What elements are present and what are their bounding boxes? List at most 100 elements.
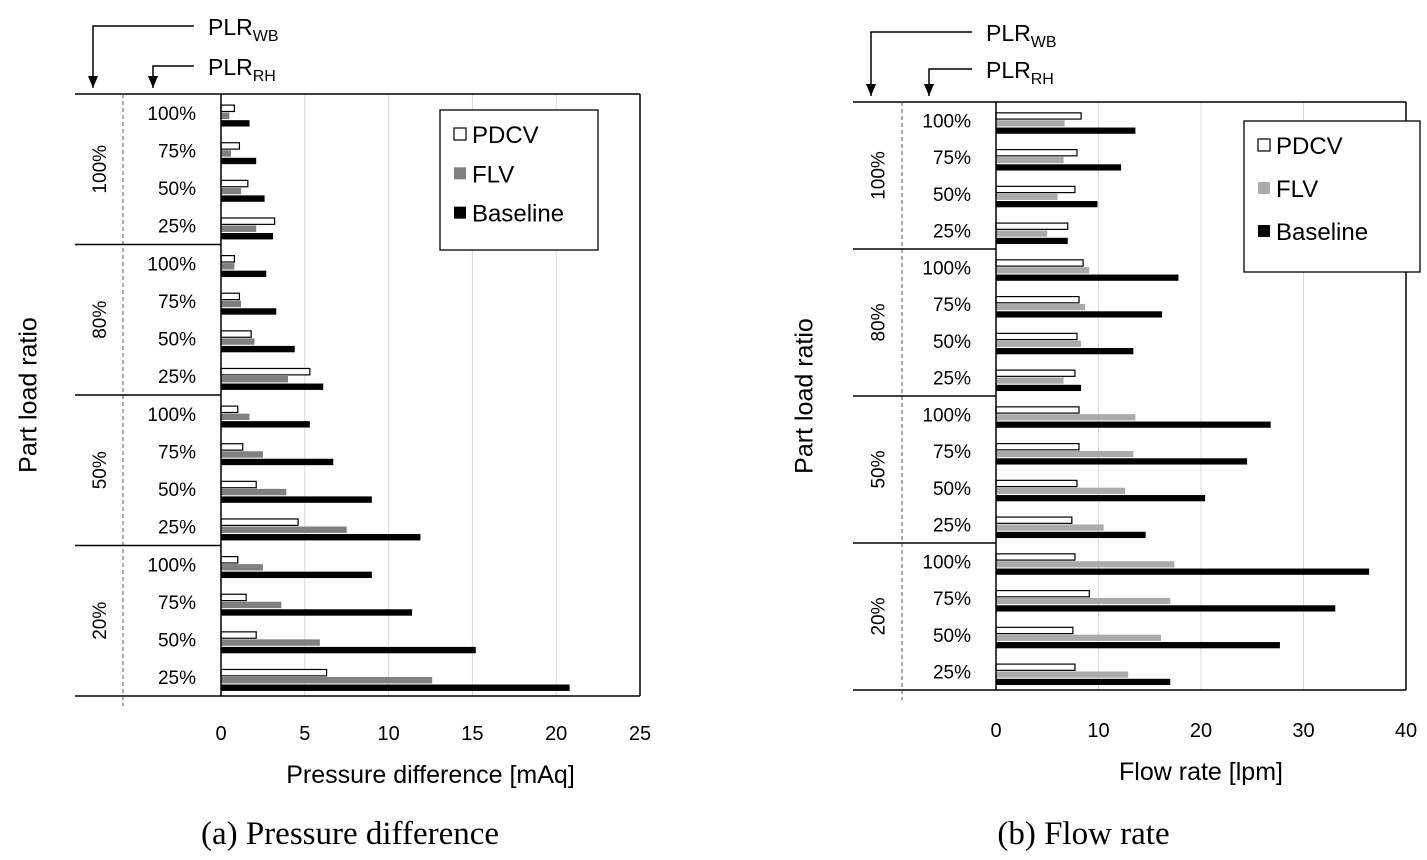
bar-flv bbox=[996, 524, 1104, 531]
bar-baseline bbox=[221, 157, 257, 165]
panel-flow-rate: 100% 100% 75% 50% 25% 80% 100% 75% 50% 25% 50% 100%… bbox=[740, 0, 1427, 860]
group-label: 50% bbox=[869, 450, 890, 488]
bar-flv bbox=[221, 112, 230, 120]
bar-flv bbox=[996, 267, 1090, 274]
category-label: 50% bbox=[933, 479, 971, 500]
bar-flv bbox=[996, 671, 1129, 678]
bar-baseline bbox=[221, 646, 476, 654]
caption-a: (a) Pressure difference bbox=[200, 816, 500, 852]
bar-flv bbox=[996, 230, 1048, 237]
bar-pdcv bbox=[995, 369, 1076, 377]
bar-flv bbox=[996, 193, 1058, 200]
bar-baseline bbox=[221, 609, 413, 616]
plr-wb-arrowhead-icon bbox=[866, 84, 876, 96]
legend-label: Baseline bbox=[1276, 219, 1368, 246]
bar-flv bbox=[221, 526, 347, 533]
x-axis-label: Flow rate [lpm] bbox=[1119, 758, 1283, 786]
plr-rh-arrow-line bbox=[152, 65, 194, 88]
plr-subscript-text: RH bbox=[253, 68, 276, 85]
plr-wb-arrow-line bbox=[92, 25, 194, 88]
bar-pdcv bbox=[995, 295, 1080, 304]
bar-baseline bbox=[221, 345, 295, 353]
legend-label: Baseline bbox=[472, 201, 564, 228]
bar-pdcv bbox=[220, 104, 236, 113]
bar-baseline bbox=[996, 421, 1271, 428]
caption-b: (b) Flow rate bbox=[997, 816, 1170, 852]
bar-baseline bbox=[221, 308, 277, 315]
x-tick-label: 0 bbox=[990, 720, 1001, 742]
x-tick-label: 30 bbox=[1292, 720, 1314, 742]
category-label: 75% bbox=[933, 148, 971, 169]
bar-flv bbox=[996, 414, 1136, 421]
bar-baseline bbox=[996, 678, 1171, 686]
bar-baseline bbox=[221, 496, 372, 503]
group-label: 20% bbox=[90, 602, 111, 640]
bar-flv bbox=[221, 676, 433, 684]
category-label: 75% bbox=[158, 141, 196, 162]
x-tick-label: 10 bbox=[377, 723, 399, 745]
legend-label: FLV bbox=[472, 161, 514, 188]
plr-subscript-text: WB bbox=[253, 28, 279, 45]
bar-baseline bbox=[221, 571, 372, 579]
legend-swatch-flv bbox=[454, 167, 466, 180]
x-tick-label: 40 bbox=[1395, 720, 1417, 742]
bar-baseline bbox=[221, 383, 324, 390]
bar-flv bbox=[221, 488, 287, 496]
category-label: 100% bbox=[922, 552, 971, 573]
bar-pdcv bbox=[995, 259, 1084, 267]
legend-swatch-pdcv bbox=[453, 127, 467, 141]
bar-pdcv bbox=[995, 442, 1080, 451]
bar-baseline bbox=[996, 348, 1134, 355]
plr-label: PLRWB bbox=[208, 14, 279, 45]
y-axis-label: Part load ratio bbox=[791, 318, 819, 474]
bar-baseline bbox=[996, 531, 1146, 539]
category-label: 100% bbox=[922, 258, 971, 279]
legend-label: PDCV bbox=[472, 122, 539, 149]
bar-baseline bbox=[996, 274, 1179, 281]
bar-pdcv bbox=[220, 142, 241, 150]
category-label: 100% bbox=[147, 555, 196, 576]
plr-main-text: PLR bbox=[208, 54, 253, 80]
bar-baseline bbox=[996, 605, 1336, 612]
bar-pdcv bbox=[995, 406, 1080, 414]
group-label: 100% bbox=[869, 151, 890, 200]
bar-pdcv bbox=[220, 668, 328, 677]
bar-baseline bbox=[996, 642, 1280, 649]
legend-swatch-flv bbox=[1258, 182, 1270, 194]
bar-baseline bbox=[221, 534, 421, 541]
category-label: 100% bbox=[922, 405, 971, 426]
category-label: 25% bbox=[158, 518, 196, 539]
plr-label: PLRRH bbox=[986, 57, 1054, 88]
bar-pdcv bbox=[995, 589, 1090, 598]
bar-flv bbox=[221, 564, 263, 571]
category-label: 100% bbox=[922, 111, 971, 132]
category-label: 75% bbox=[158, 442, 196, 463]
x-axis-label: Pressure difference [mAq] bbox=[286, 761, 575, 789]
bar-flv bbox=[996, 561, 1175, 568]
bar-flv bbox=[996, 156, 1064, 164]
x-tick-label: 25 bbox=[629, 723, 651, 745]
bar-baseline bbox=[996, 458, 1248, 465]
group-label: 80% bbox=[90, 301, 111, 339]
bar-pdcv bbox=[995, 663, 1076, 671]
category-label: 50% bbox=[933, 332, 971, 353]
plr-wb-arrow-line bbox=[870, 31, 972, 96]
category-label: 25% bbox=[933, 516, 971, 537]
legend-label: FLV bbox=[1276, 176, 1318, 203]
bar-baseline bbox=[221, 684, 570, 691]
plr-rh-arrowhead-icon bbox=[148, 76, 158, 88]
plr-label: PLRWB bbox=[986, 20, 1057, 51]
bar-flv bbox=[996, 450, 1134, 458]
bar-pdcv bbox=[995, 185, 1076, 194]
category-label: 100% bbox=[147, 405, 196, 426]
bar-flv bbox=[221, 601, 282, 609]
bar-baseline bbox=[221, 120, 250, 127]
bar-pdcv bbox=[220, 480, 257, 489]
x-tick-label: 5 bbox=[299, 723, 310, 745]
x-tick-label: 0 bbox=[215, 723, 226, 745]
bar-baseline bbox=[221, 233, 273, 240]
bar-baseline bbox=[221, 458, 334, 466]
plr-main-text: PLR bbox=[986, 57, 1031, 83]
bar-pdcv bbox=[220, 292, 241, 301]
plr-wb-arrowhead-icon bbox=[88, 76, 98, 88]
